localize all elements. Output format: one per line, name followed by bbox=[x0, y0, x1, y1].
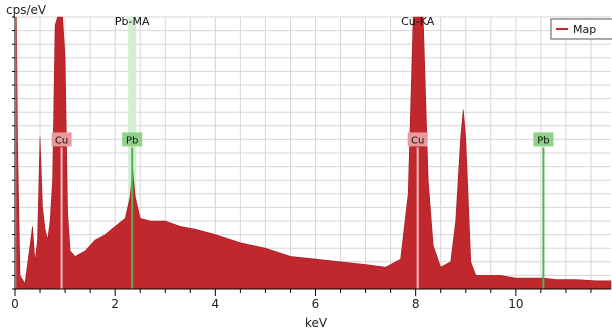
legend-box bbox=[550, 18, 612, 40]
x-axis-label: keV bbox=[305, 316, 328, 330]
element-badge-cu bbox=[407, 132, 428, 147]
element-badge-pb bbox=[533, 132, 554, 147]
axes: 0 2 4 6 8 10 bbox=[11, 16, 611, 311]
line-label: Cu-KA bbox=[401, 15, 435, 28]
element-badge-cu bbox=[51, 132, 72, 147]
x-tick-label: 8 bbox=[412, 297, 420, 311]
x-tick-label: 10 bbox=[508, 297, 523, 311]
line-label: Pb-MA bbox=[115, 15, 150, 28]
element-badge-label: Pb bbox=[126, 135, 138, 146]
y-axis-label: cps/eV bbox=[6, 3, 47, 17]
spectrum-area-map bbox=[16, 16, 612, 290]
legend: Map bbox=[550, 18, 612, 40]
x-tick-label: 0 bbox=[11, 297, 19, 311]
element-badge-label: Cu bbox=[411, 135, 424, 146]
spectrum-series bbox=[16, 16, 612, 290]
element-badge-pb bbox=[122, 132, 143, 147]
legend-label-map: Map bbox=[573, 23, 596, 36]
x-tick-label: 4 bbox=[212, 297, 220, 311]
element-badge-label: Cu bbox=[55, 135, 68, 146]
element-badge-label: Pb bbox=[537, 135, 549, 146]
x-tick-label: 6 bbox=[312, 297, 320, 311]
x-tick-label: 2 bbox=[111, 297, 119, 311]
axis-labels: cps/eV keV bbox=[6, 3, 328, 330]
element-markers: Cu Pb Cu Pb Pb-MA Cu-KA bbox=[51, 15, 554, 289]
